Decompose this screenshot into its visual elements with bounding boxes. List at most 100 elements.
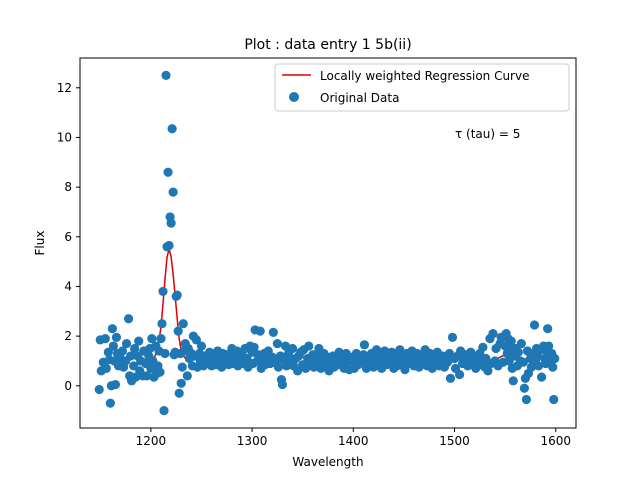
y-axis-label: Flux xyxy=(33,231,47,256)
data-point xyxy=(100,334,110,344)
data-point xyxy=(159,406,169,416)
data-point xyxy=(255,326,265,336)
y-tick-label: 10 xyxy=(57,130,72,144)
data-point xyxy=(359,340,370,350)
data-point xyxy=(277,379,288,390)
x-tick-label: 1300 xyxy=(237,434,268,448)
data-point xyxy=(447,332,458,342)
data-point xyxy=(174,388,184,398)
data-point xyxy=(101,363,111,374)
data-point xyxy=(176,378,186,388)
data-point xyxy=(166,218,176,228)
data-point xyxy=(164,240,174,251)
data-point xyxy=(178,319,188,329)
data-point xyxy=(293,366,303,376)
data-point xyxy=(249,342,259,352)
data-point xyxy=(483,366,493,376)
data-point xyxy=(533,361,544,371)
data-point xyxy=(549,394,559,405)
data-point xyxy=(146,363,156,374)
data-point xyxy=(478,342,488,352)
data-point xyxy=(506,336,516,346)
data-point xyxy=(304,341,314,351)
legend-point-swatch xyxy=(289,92,299,102)
data-point xyxy=(155,367,165,377)
data-point xyxy=(536,372,547,382)
data-points-layer xyxy=(94,70,560,416)
axes-frame xyxy=(79,57,577,429)
data-point xyxy=(123,314,134,324)
data-point xyxy=(103,347,113,357)
data-point xyxy=(172,290,182,300)
x-axis-ticks: 1200 1300 1400 1500 1600 xyxy=(136,428,571,448)
data-point xyxy=(445,373,456,383)
y-tick-label: 4 xyxy=(64,279,72,293)
data-point xyxy=(196,341,207,351)
data-point xyxy=(129,361,139,371)
plot-area xyxy=(94,70,560,416)
x-tick-label: 1200 xyxy=(136,434,167,448)
data-point xyxy=(273,362,283,372)
data-point xyxy=(488,329,498,339)
data-point xyxy=(177,362,187,372)
data-point xyxy=(182,371,192,381)
x-tick-label: 1400 xyxy=(338,434,369,448)
data-point xyxy=(94,384,104,395)
data-point xyxy=(548,362,558,372)
data-point xyxy=(526,362,537,372)
tau-annotation: τ (tau) = 5 xyxy=(455,127,520,141)
data-point xyxy=(508,376,518,386)
legend-label-points: Original Data xyxy=(320,91,399,105)
y-tick-label: 2 xyxy=(64,329,72,343)
data-point xyxy=(173,326,183,336)
data-point xyxy=(280,341,291,351)
legend: Locally weighted Regression Curve Origin… xyxy=(274,63,570,112)
data-point xyxy=(156,334,166,344)
data-point xyxy=(529,320,540,330)
data-point xyxy=(356,357,367,367)
data-point xyxy=(242,353,252,364)
data-point xyxy=(519,383,529,393)
y-tick-label: 0 xyxy=(64,379,72,393)
data-point xyxy=(516,338,526,349)
legend-label-curve: Locally weighted Regression Curve xyxy=(320,69,529,83)
data-point xyxy=(543,324,553,334)
x-tick-label: 1600 xyxy=(540,434,571,448)
y-axis-ticks: 0 2 4 6 8 10 12 xyxy=(57,81,80,393)
data-point xyxy=(130,343,140,354)
data-point xyxy=(160,348,170,359)
data-point xyxy=(550,353,560,364)
y-tick-label: 12 xyxy=(57,81,72,95)
data-point xyxy=(108,341,119,351)
data-point xyxy=(287,343,298,354)
x-axis-label: Wavelength xyxy=(292,455,363,469)
y-tick-label: 8 xyxy=(64,180,72,194)
data-point xyxy=(158,286,168,297)
data-point xyxy=(111,332,122,342)
data-point xyxy=(518,357,528,367)
data-point xyxy=(117,346,128,356)
data-point xyxy=(167,124,177,134)
data-point xyxy=(544,341,554,351)
y-tick-label: 6 xyxy=(64,230,72,244)
data-point xyxy=(268,327,278,337)
data-point xyxy=(454,370,465,380)
data-point xyxy=(142,371,152,381)
data-point xyxy=(395,345,405,355)
data-point xyxy=(110,379,121,390)
data-point xyxy=(121,338,132,349)
data-point xyxy=(147,334,157,344)
data-point xyxy=(442,357,453,367)
data-point xyxy=(521,394,532,405)
data-point xyxy=(272,338,282,349)
data-point xyxy=(168,187,178,197)
chart-title: Plot : data entry 1 5b(ii) xyxy=(244,37,411,53)
data-point xyxy=(157,319,167,329)
data-point xyxy=(504,356,514,366)
data-point xyxy=(107,324,117,334)
data-point xyxy=(105,398,115,408)
data-point xyxy=(161,70,171,80)
x-tick-label: 1500 xyxy=(439,434,470,448)
data-point xyxy=(126,351,136,361)
